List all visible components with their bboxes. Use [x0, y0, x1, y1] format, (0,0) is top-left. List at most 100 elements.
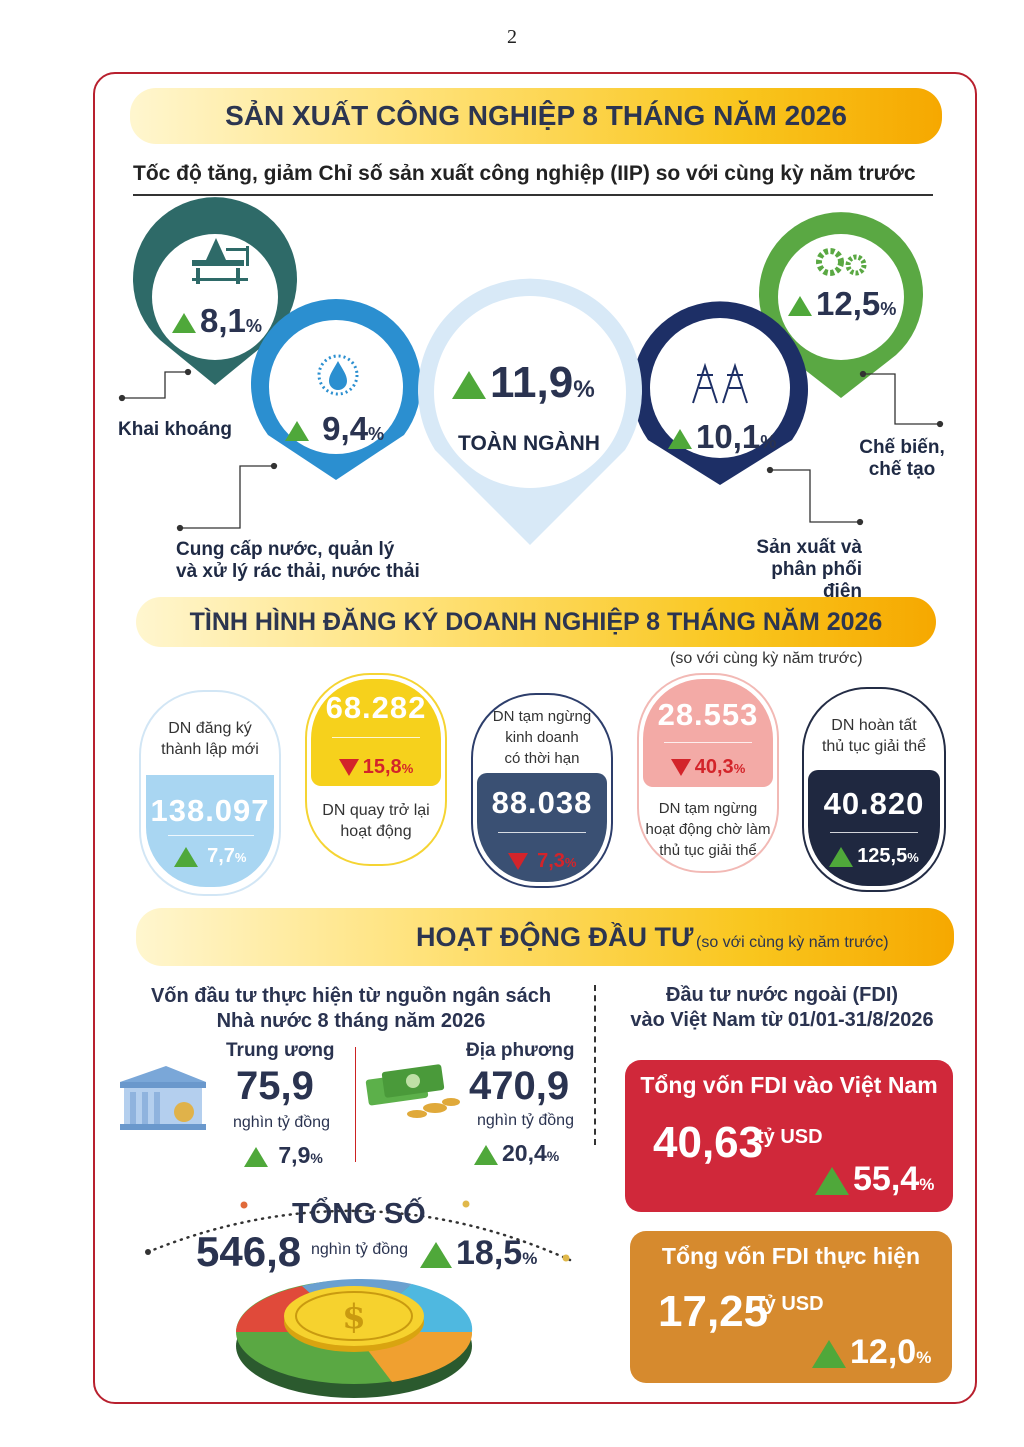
awaiting-label: DN tạm ngừng hoạt động chờ làm thủ tục giả…	[645, 800, 771, 859]
local-change: 20,4%	[474, 1140, 559, 1167]
fdi-registered-box: Tổng vốn FDI vào Việt Nam 40,63 tỷ USD 5…	[625, 1060, 953, 1212]
coin-donut-graphic: $	[236, 1278, 473, 1398]
fdi-disbursed-change: 12,0%	[812, 1333, 931, 1372]
pill-awaiting-fill	[643, 679, 773, 787]
budget-divider	[355, 1047, 356, 1162]
investment-banner: HOẠT ĐỘNG ĐẦU TƯ (so với cùng kỳ năm trư…	[136, 908, 954, 966]
oil-rig-icon	[192, 238, 249, 284]
up-arrow-icon	[173, 846, 198, 867]
total-invest-change: 18,5%	[420, 1234, 537, 1273]
bank-building-icon	[120, 1066, 206, 1130]
money-stack-icon	[365, 1064, 460, 1118]
down-arrow-icon	[670, 759, 691, 777]
water-value: 9,4%	[285, 410, 384, 448]
gears-icon	[816, 248, 867, 276]
total-invest-unit: nghìn tỷ đồng	[311, 1241, 408, 1258]
returning-value: 68.282	[325, 690, 427, 725]
awaiting-change: 40,3%	[637, 756, 779, 779]
pill-suspended	[471, 693, 613, 888]
dissolved-change: 125,5%	[802, 845, 946, 868]
manufacturing-pin	[758, 212, 923, 398]
fdi-disbursed-unit: tỷ USD	[758, 1293, 824, 1315]
new-registration-label: DN đăng ký thành lập mới	[161, 720, 259, 758]
pill-awaiting	[637, 673, 779, 873]
divider	[498, 832, 586, 833]
investment-note: (so với cùng kỳ năm trước)	[696, 934, 889, 951]
divider	[168, 835, 254, 836]
central-label: Trung ương	[226, 1040, 335, 1061]
up-arrow-icon	[788, 296, 812, 317]
total-invest-value: 546,8	[196, 1228, 302, 1275]
total-value: 11,9%	[452, 358, 595, 408]
electricity-value: 10,1%	[668, 418, 776, 456]
dissolved-label: DN hoàn tất thủ tục giải thể	[821, 717, 927, 755]
down-arrow-icon	[338, 759, 359, 777]
awaiting-value: 28.553	[657, 697, 759, 732]
new-registration-value: 138.097	[150, 793, 270, 828]
electricity-pin	[631, 301, 808, 485]
business-comparison-note: (so với cùng kỳ năm trước)	[670, 650, 863, 667]
fdi-disbursed-value: 17,25	[658, 1287, 769, 1336]
up-arrow-icon	[815, 1167, 849, 1196]
up-arrow-icon	[172, 313, 196, 334]
divider	[830, 832, 918, 833]
up-arrow-icon	[474, 1144, 498, 1165]
up-arrow-icon	[829, 846, 854, 867]
local-value: 470,9	[469, 1064, 570, 1108]
water-label: Cung cấp nước, quản lý và xử lý rác thải…	[176, 539, 420, 582]
pill-dissolved	[802, 687, 946, 892]
local-label: Địa phương	[466, 1040, 575, 1061]
budget-title: Vốn đầu tư thực hiện từ nguồn ngân sách N…	[150, 985, 552, 1032]
section-divider	[594, 985, 596, 1145]
fdi-registered-value: 40,63	[653, 1118, 764, 1167]
central-change: 7,9%	[244, 1142, 323, 1169]
central-unit: nghìn tỷ đồng	[233, 1114, 330, 1131]
divider	[332, 737, 420, 738]
returning-label: DN quay trở lại hoạt động	[322, 802, 430, 840]
pill-suspended-fill	[477, 773, 607, 882]
total-pin	[418, 278, 643, 545]
up-arrow-icon	[812, 1340, 846, 1369]
up-arrow-icon	[244, 1146, 268, 1167]
dissolved-value: 40.820	[823, 786, 925, 821]
page-frame	[93, 72, 977, 1404]
up-arrow-icon	[420, 1242, 452, 1269]
pill-new-registration-fill	[146, 775, 274, 887]
svg-text:$: $	[342, 1297, 366, 1337]
mining-value: 8,1%	[172, 302, 262, 340]
pill-new-registration	[139, 690, 281, 896]
manufacturing-label: Chế biến, chế tạo	[859, 437, 945, 480]
fdi-disbursed-label: Tổng vốn FDI thực hiện	[661, 1243, 921, 1269]
central-value: 75,9	[236, 1064, 314, 1108]
mining-label: Khai khoáng	[118, 419, 233, 440]
fdi-registered-label: Tổng vốn FDI vào Việt Nam	[640, 1072, 938, 1098]
suspended-value: 88.038	[491, 785, 593, 820]
pill-returning-fill	[311, 679, 441, 786]
up-arrow-icon	[668, 429, 692, 450]
up-arrow-icon	[452, 371, 486, 400]
new-registration-change: 7,7%	[139, 845, 281, 868]
up-arrow-icon	[285, 421, 309, 442]
business-banner: TÌNH HÌNH ĐĂNG KÝ DOANH NGHIỆP 8 THÁNG N…	[136, 597, 936, 647]
page-number: 2	[507, 26, 517, 48]
fdi-title: Đầu tư nước ngoài (FDI) vào Việt Nam từ 0…	[630, 984, 934, 1031]
manufacturing-value: 12,5%	[788, 285, 896, 323]
electricity-label: Sản xuất và phân phối điện	[756, 537, 862, 602]
local-unit: nghìn tỷ đồng	[477, 1112, 574, 1129]
fdi-registered-unit: tỷ USD	[757, 1126, 823, 1148]
industry-banner: SẢN XUẤT CÔNG NGHIỆP 8 THÁNG NĂM 2026	[130, 88, 942, 144]
suspended-change: 7,3%	[471, 850, 613, 873]
returning-change: 15,8%	[305, 756, 447, 779]
total-invest-label: TỔNG SỐ	[292, 1198, 426, 1230]
fdi-registered-change: 55,4%	[815, 1160, 934, 1199]
fdi-disbursed-box: Tổng vốn FDI thực hiện 17,25 tỷ USD 12,0…	[630, 1231, 952, 1383]
down-arrow-icon	[507, 853, 528, 871]
pill-returning	[305, 673, 447, 866]
dotted-arc	[145, 1200, 572, 1262]
iip-subtitle: Tốc độ tăng, giảm Chỉ số sản xuất công n…	[133, 162, 933, 196]
suspended-label: DN tạm ngừng kinh doanh có thời hạn	[492, 708, 592, 767]
water-drop-icon	[317, 354, 359, 396]
total-label: TOÀN NGÀNH	[458, 432, 600, 455]
electric-tower-icon	[692, 362, 748, 404]
divider	[664, 742, 752, 743]
